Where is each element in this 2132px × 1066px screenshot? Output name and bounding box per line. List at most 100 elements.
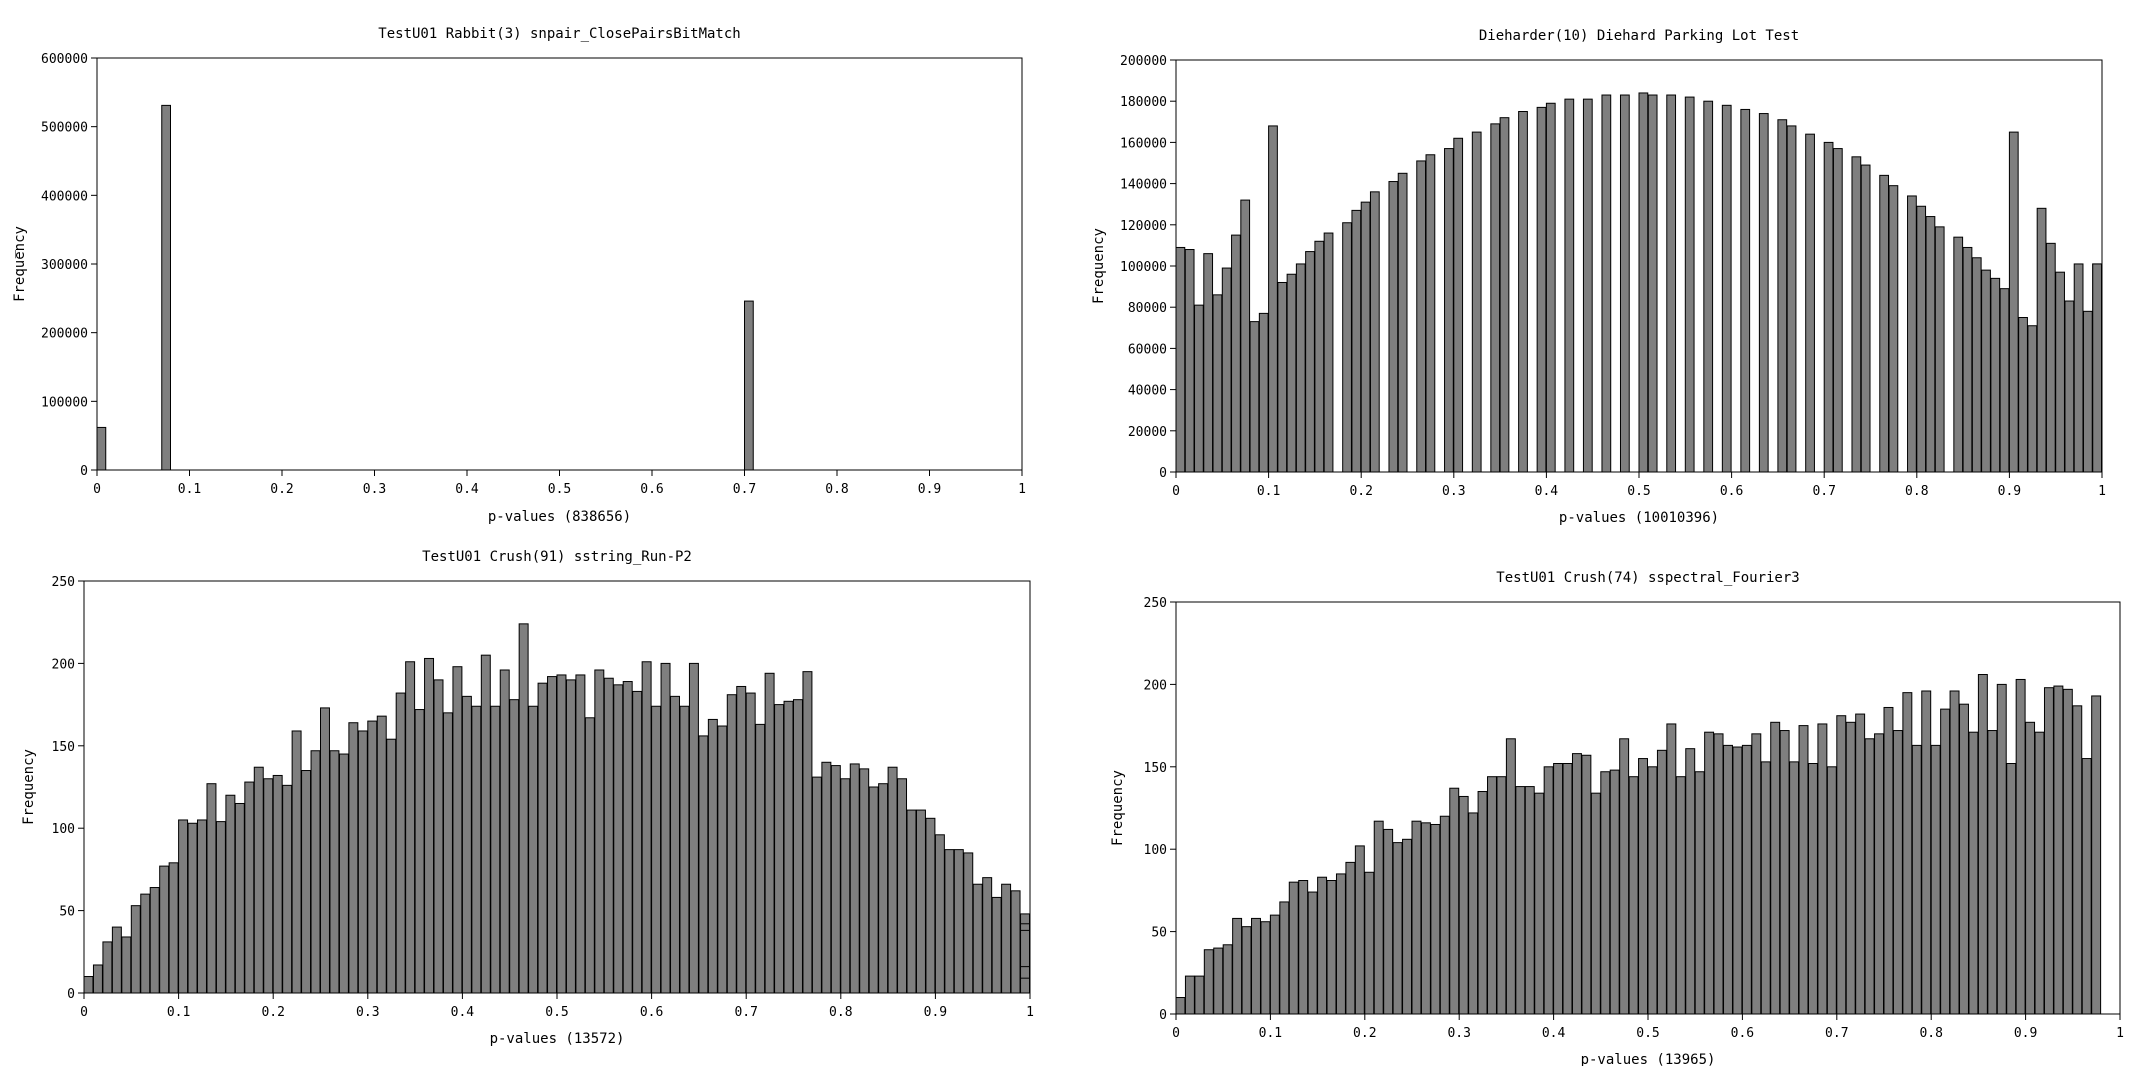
bar xyxy=(849,763,860,994)
bar xyxy=(1232,917,1243,1015)
bar xyxy=(1260,921,1271,1015)
bar xyxy=(774,704,785,994)
x-tick-label: 0.4 xyxy=(1535,484,1559,499)
bar xyxy=(1524,786,1535,1015)
bar xyxy=(1888,185,1899,473)
bar xyxy=(1758,113,1769,473)
bar xyxy=(2045,242,2056,473)
bar xyxy=(1684,96,1695,473)
bar xyxy=(1335,873,1346,1015)
bar xyxy=(1987,730,1998,1015)
bar xyxy=(121,936,132,994)
y-tick-label: 0 xyxy=(1159,1008,1167,1023)
bar xyxy=(613,684,624,994)
bar xyxy=(670,695,680,994)
bar xyxy=(1571,753,1582,1015)
bar xyxy=(2027,325,2038,473)
bar xyxy=(991,896,1002,994)
bar xyxy=(2018,317,2028,473)
bar xyxy=(1425,154,1436,473)
y-axis-label: Frequency xyxy=(21,749,37,825)
x-tick-label: 0.3 xyxy=(356,1005,379,1020)
y-tick-label: 200000 xyxy=(41,327,88,342)
bar xyxy=(329,750,340,994)
bar xyxy=(1666,723,1677,1015)
bar xyxy=(1628,776,1639,1015)
chart-title: TestU01 Rabbit(3) snpair_ClosePairsBitMa… xyxy=(378,26,740,42)
bar xyxy=(376,715,387,994)
bar xyxy=(1354,845,1365,1015)
bar xyxy=(1251,917,1261,1015)
bar xyxy=(263,778,274,994)
bar xyxy=(1805,133,1815,473)
bar xyxy=(528,705,539,994)
y-axis-label: Frequency xyxy=(1110,770,1126,846)
bar xyxy=(1545,102,1556,473)
x-tick-label: 1 xyxy=(2116,1026,2124,1041)
bar xyxy=(2015,678,2026,1015)
y-tick-label: 100 xyxy=(1144,843,1167,858)
chart-title: Dieharder(10) Diehard Parking Lot Test xyxy=(1479,28,1799,44)
bar xyxy=(1911,744,1922,1015)
bar xyxy=(442,712,453,994)
bar xyxy=(1940,708,1951,1015)
bar xyxy=(1925,216,1936,473)
bar xyxy=(1590,792,1601,1015)
bar xyxy=(1249,321,1260,473)
chart-title: TestU01 Crush(74) sspectral_Fourier3 xyxy=(1496,570,1799,586)
bar xyxy=(1449,787,1460,1015)
bar xyxy=(1953,236,1964,473)
bar xyxy=(1721,104,1732,473)
x-tick-label: 0.1 xyxy=(178,482,201,497)
bar xyxy=(2073,263,2084,473)
bar xyxy=(1194,304,1204,473)
bar xyxy=(499,669,510,994)
bar xyxy=(424,657,435,994)
bar xyxy=(1323,232,1334,473)
bar xyxy=(1713,733,1724,1015)
bar xyxy=(1420,822,1431,1015)
x-tick-label: 0.1 xyxy=(167,1005,190,1020)
bar xyxy=(1345,861,1356,1015)
bar xyxy=(1258,312,1269,473)
bar xyxy=(575,674,586,994)
bar xyxy=(1268,125,1278,473)
bar xyxy=(1845,721,1856,1015)
bar xyxy=(1703,100,1714,473)
y-tick-label: 0 xyxy=(67,987,75,1002)
bar xyxy=(301,770,312,994)
bar xyxy=(197,819,207,994)
bar xyxy=(1916,205,1927,473)
bar xyxy=(178,819,189,994)
bar xyxy=(1694,771,1705,1015)
bar xyxy=(1619,738,1630,1015)
y-tick-label: 160000 xyxy=(1120,136,1167,151)
bar xyxy=(925,817,936,994)
bar xyxy=(1175,246,1186,473)
bar xyxy=(897,778,908,994)
y-tick-label: 20000 xyxy=(1128,425,1167,440)
x-tick-label: 0.7 xyxy=(1812,484,1835,499)
y-tick-label: 200 xyxy=(1144,678,1167,693)
bar xyxy=(518,623,529,994)
bar xyxy=(603,677,614,994)
bar xyxy=(1685,748,1696,1015)
bar xyxy=(679,705,690,994)
x-tick-label: 1 xyxy=(1018,482,1026,497)
bar xyxy=(594,669,605,994)
bar xyxy=(1981,269,1991,473)
bar xyxy=(1582,98,1593,473)
bar xyxy=(471,705,482,994)
bar xyxy=(1314,240,1325,473)
bar xyxy=(1860,164,1871,473)
bar xyxy=(1373,820,1384,1015)
bar xyxy=(140,893,151,994)
x-tick-label: 0.9 xyxy=(918,482,941,497)
y-axis-label: Frequency xyxy=(12,226,28,302)
bar xyxy=(1490,123,1501,473)
bar xyxy=(1807,763,1818,1015)
bar xyxy=(632,690,643,994)
bar xyxy=(253,766,264,994)
bar xyxy=(1770,721,1781,1015)
